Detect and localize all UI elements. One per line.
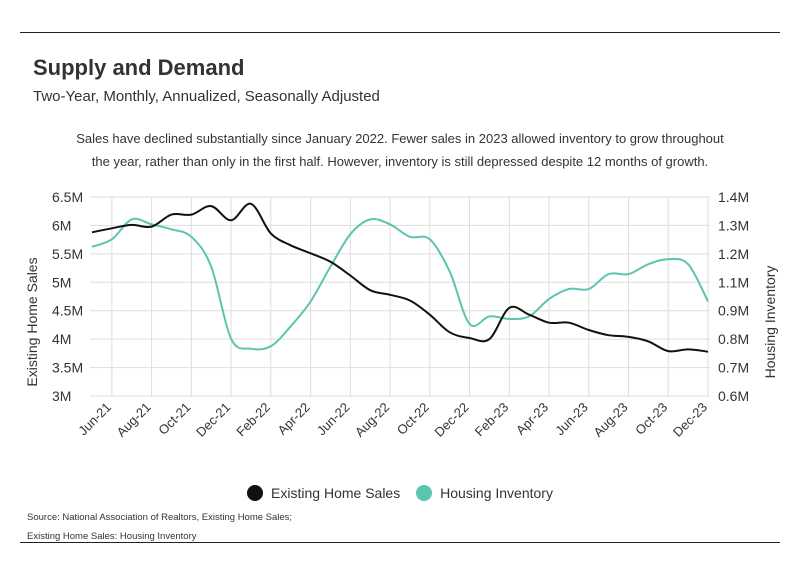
y-tick-right: 1.1M	[718, 274, 749, 290]
y-axis-title-left: Existing Home Sales	[24, 257, 40, 386]
y-tick-left: 5.5M	[52, 246, 83, 262]
y-tick-right: 1.3M	[718, 217, 749, 233]
x-tick-label: Dec-21	[193, 400, 233, 440]
y-tick-left: 3M	[52, 388, 71, 404]
chart-description: Sales have declined substantially since …	[76, 131, 724, 169]
legend-swatch-sales	[247, 485, 264, 501]
y-tick-right: 1.2M	[718, 246, 749, 262]
x-tick-label: Apr-23	[513, 400, 551, 438]
x-tick-label: Aug-21	[113, 400, 153, 440]
x-tick-label: Aug-23	[590, 400, 630, 440]
x-tick-label: Jun-23	[552, 400, 591, 439]
chart-plot: 6.5M 1.4M 6M 1.3M 5.5M 1.2M 5M 1.1M 4.5M 0.9M 4M 0.…	[24, 189, 778, 440]
legend-swatch-inventory	[416, 485, 433, 501]
x-tick-label: Apr-22	[274, 400, 312, 438]
y-tick-right: 0.8M	[718, 331, 749, 347]
legend: Existing Home Sales Housing Inventory	[0, 485, 800, 504]
y-tick-left: 5M	[52, 274, 71, 290]
y-tick-right: 0.6M	[718, 388, 749, 404]
y-tick-left: 6M	[52, 217, 71, 233]
y-tick-left: 4.5M	[52, 303, 83, 319]
source-line-1: Source: National Association of Realtors…	[27, 512, 293, 523]
legend-label-inventory: Housing Inventory	[440, 485, 553, 501]
x-tick-label: Jun-22	[314, 400, 353, 439]
y-tick-right: 0.7M	[718, 360, 749, 376]
x-tick-label: Feb-22	[233, 400, 273, 440]
legend-item-sales: Existing Home Sales	[247, 485, 400, 501]
x-tick-label: Oct-21	[155, 400, 193, 438]
bottom-rule	[20, 542, 780, 543]
y-tick-right: 0.9M	[718, 303, 749, 319]
y-axis-title-right: Housing Inventory	[762, 266, 778, 379]
x-tick-label: Aug-22	[352, 400, 392, 440]
x-tick-label: Jun-21	[75, 400, 114, 439]
y-tick-left: 4M	[52, 331, 71, 347]
legend-label-sales: Existing Home Sales	[271, 485, 401, 501]
top-rule	[20, 32, 780, 33]
y-tick-right: 1.4M	[718, 189, 749, 205]
chart-title: Supply and Demand	[33, 55, 245, 80]
x-tick-label: Oct-22	[394, 400, 432, 438]
series-line-existing-home-sales	[91, 202, 709, 353]
y-tick-left: 3.5M	[52, 360, 83, 376]
x-tick-label: Dec-22	[431, 400, 471, 440]
x-tick-label: Oct-23	[632, 400, 670, 438]
legend-item-inventory: Housing Inventory	[416, 485, 553, 501]
y-tick-left: 6.5M	[52, 189, 83, 205]
x-tick-label: Dec-23	[670, 400, 710, 440]
x-tick-label: Feb-23	[472, 400, 512, 440]
series-line-housing-inventory	[91, 217, 709, 351]
source-line-2: Existing Home Sales: Housing Inventory	[27, 531, 197, 542]
chart-subtitle: Two-Year, Monthly, Annualized, Seasonall…	[33, 88, 380, 105]
